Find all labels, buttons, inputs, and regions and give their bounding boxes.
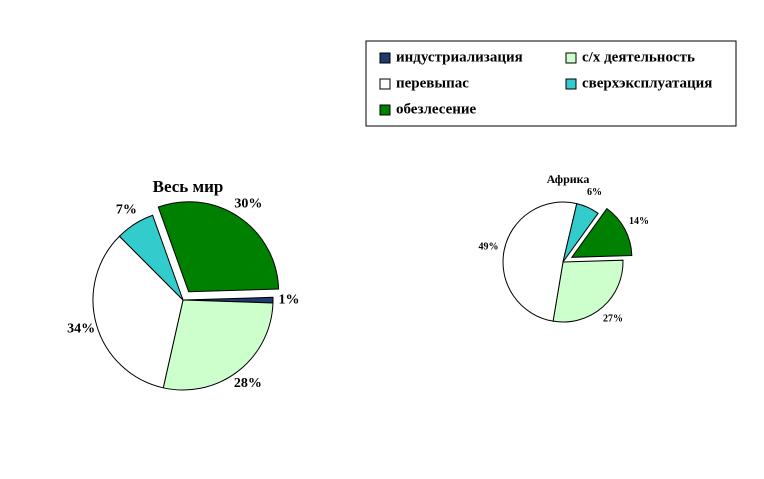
legend-box [365, 40, 737, 127]
data-label: 49% [479, 241, 499, 252]
pie-title: Африка [547, 172, 590, 186]
legend-swatch [379, 52, 391, 64]
data-label: 34% [67, 322, 95, 337]
pie-slice [118, 214, 184, 301]
legend-swatch [379, 104, 391, 116]
data-label: 7% [116, 203, 137, 218]
legend-label: сверхэксплуатация [582, 75, 712, 91]
legend-label: обезлесение [396, 101, 477, 117]
data-label: 14% [629, 216, 649, 227]
pie-slice [92, 235, 184, 389]
pie-slice [552, 259, 624, 323]
pie-title: Весь мир [153, 177, 224, 196]
data-label: 1% [278, 292, 299, 307]
pie-slice [570, 207, 633, 258]
pie-slice [157, 201, 280, 293]
data-label: 28% [234, 376, 262, 391]
legend-swatch [565, 78, 577, 90]
data-label: 27% [603, 314, 623, 325]
legend-swatch [379, 78, 391, 90]
legend-label: индустриализация [396, 49, 523, 65]
legend-label: с/х деятельность [582, 49, 695, 65]
pie-slice [162, 299, 274, 391]
legend-swatch [565, 52, 577, 64]
pie-slice [502, 201, 578, 322]
data-label: 30% [234, 196, 262, 211]
pie-slice [562, 203, 599, 263]
legend-label: перевыпас [396, 75, 469, 91]
data-label: 6% [587, 187, 602, 198]
